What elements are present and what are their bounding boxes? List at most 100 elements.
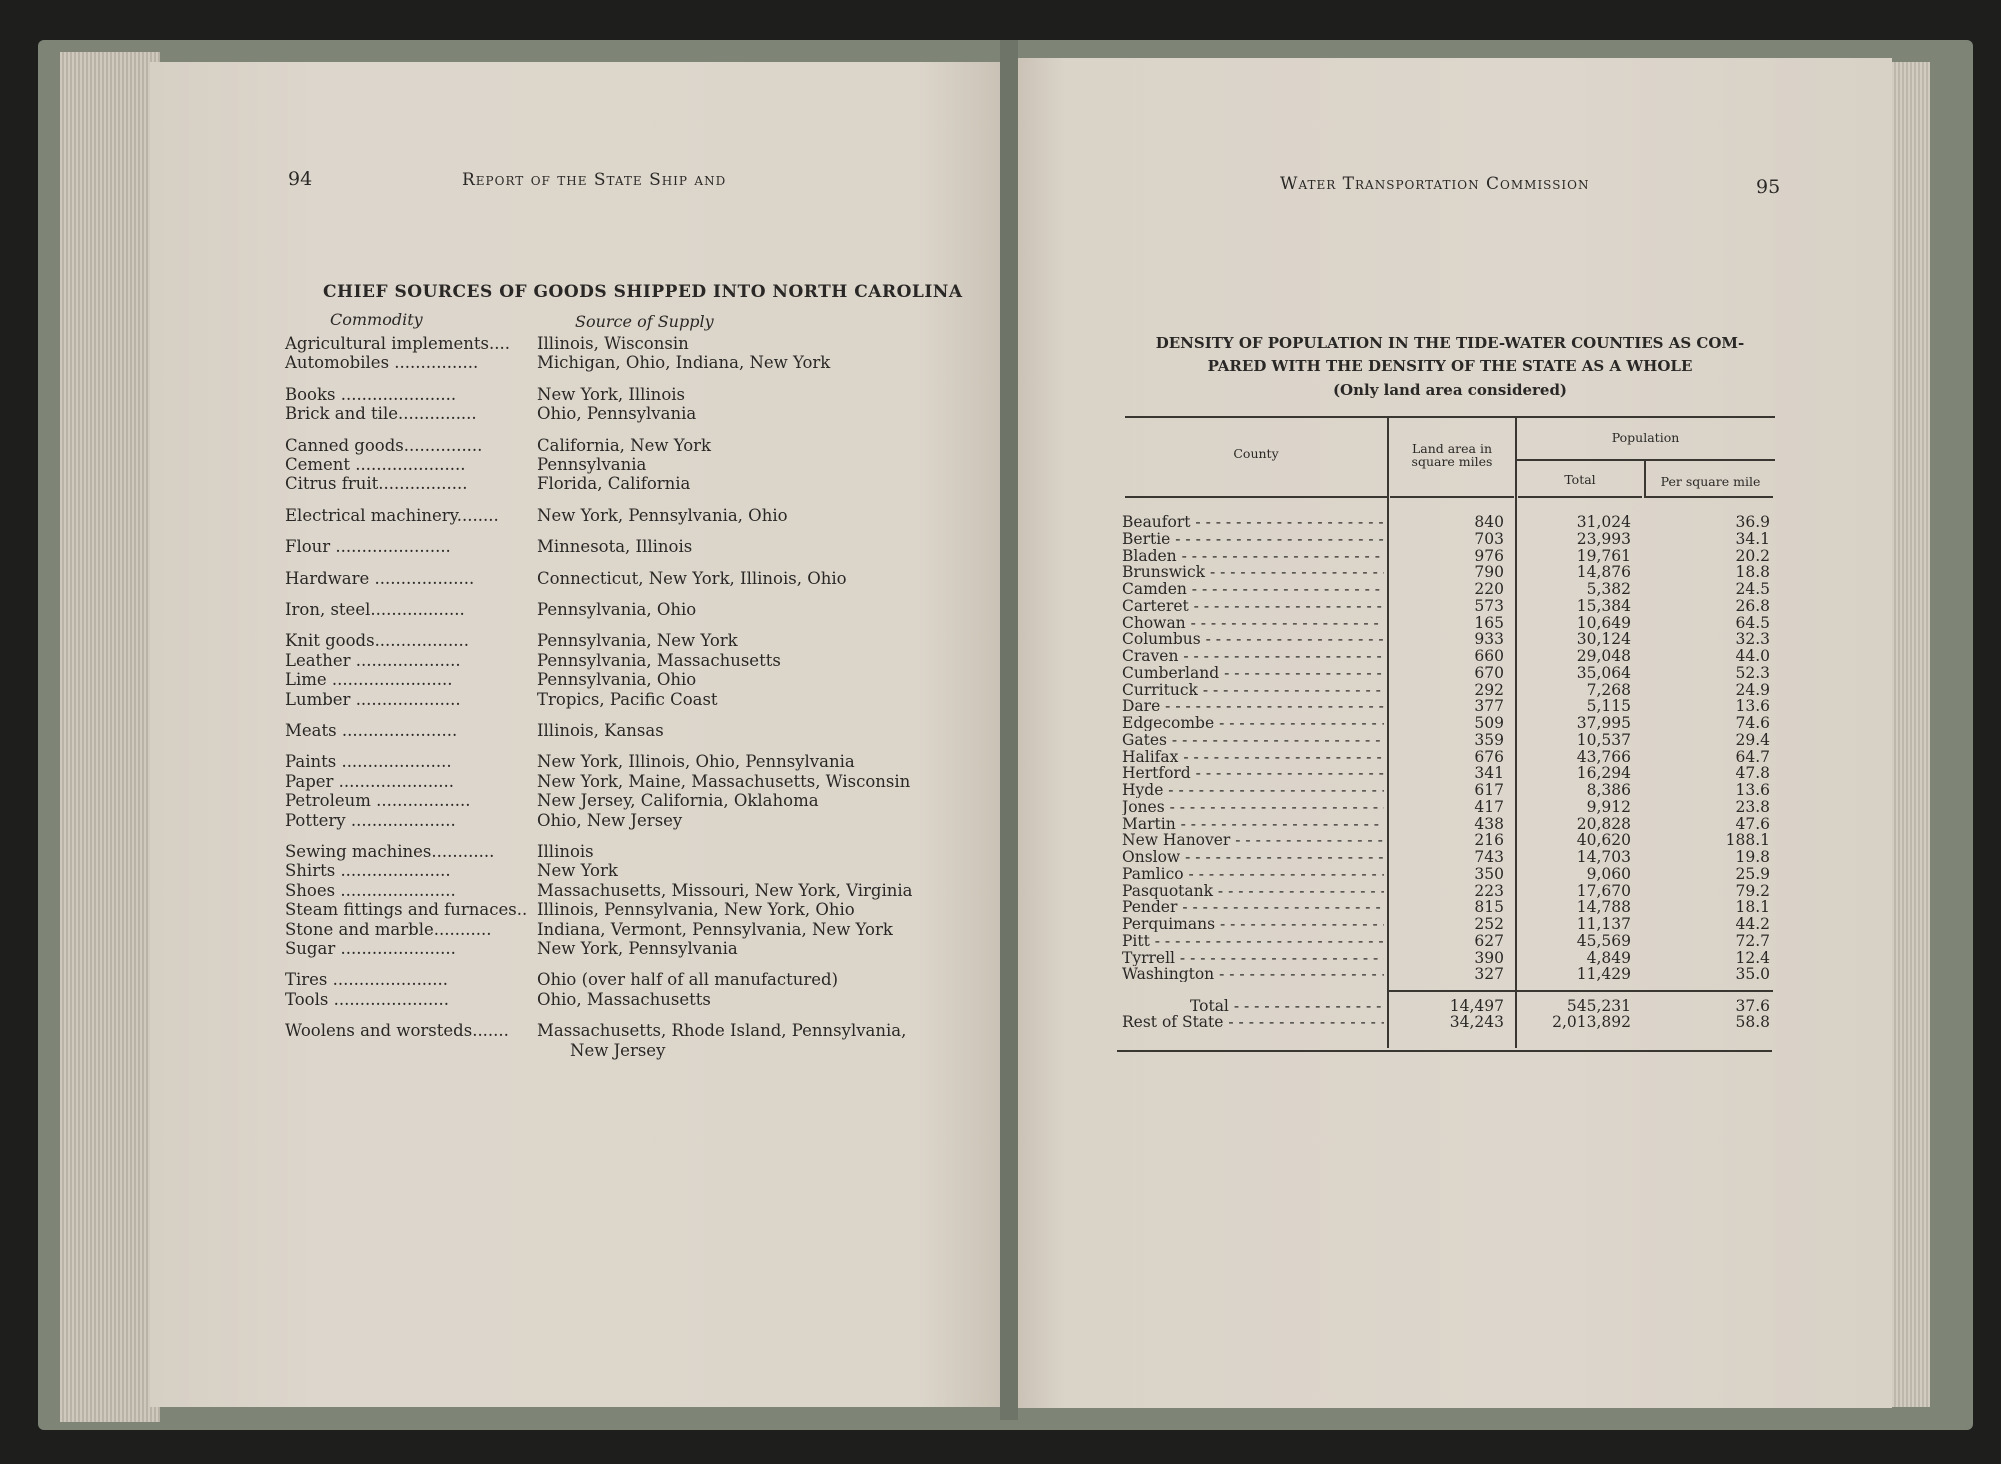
commodity-name: Petroleum ..................: [285, 791, 471, 811]
column-divider: [1387, 418, 1389, 1048]
source-of-supply: Illinois: [537, 842, 594, 861]
table-bottom-rule: [1117, 1050, 1772, 1052]
source-of-supply: Massachusetts, Rhode Island, Pennsylvani…: [537, 1021, 907, 1041]
county-name: Craven - - - - - - - - - - - - - - - - -…: [1122, 648, 1384, 664]
land-area-value: 359: [1474, 730, 1504, 749]
population-total-value: 14,703: [1576, 848, 1631, 866]
county-name: Bertie - - - - - - - - - - - - - - - - -…: [1122, 530, 1384, 547]
density-value: 19.8: [1735, 848, 1770, 866]
county-name: Total - - - - - - - - - - - - - - - - - …: [1190, 998, 1384, 1014]
left-page: [150, 62, 1005, 1407]
density-value: 58.8: [1735, 1013, 1770, 1031]
density-value: 44.0: [1735, 647, 1770, 665]
population-total-value: 8,386: [1586, 781, 1631, 799]
county-name: Jones - - - - - - - - - - - - - - - - - …: [1122, 798, 1384, 815]
running-head-right: Water Transportation Commission: [1280, 174, 1590, 194]
commodity-name: Agricultural implements....: [285, 334, 510, 353]
land-area-value: 252: [1474, 915, 1504, 933]
density-value: 37.6: [1735, 997, 1770, 1015]
land-area-value: 790: [1474, 563, 1504, 582]
commodity-name: Brick and tile...............: [285, 404, 477, 424]
land-area-value: 417: [1474, 797, 1504, 816]
source-of-supply: Ohio, Massachusetts: [537, 989, 711, 1009]
density-value: 24.9: [1735, 680, 1770, 699]
commodity-name: Sugar ......................: [285, 939, 456, 958]
density-value: 35.0: [1735, 965, 1770, 984]
source-of-supply: New York, Pennsylvania: [537, 939, 738, 958]
density-value: 52.3: [1735, 663, 1770, 682]
population-total-value: 20,828: [1576, 814, 1631, 833]
population-total-value: 9,060: [1586, 864, 1631, 883]
land-area-value: 627: [1474, 931, 1504, 950]
source-of-supply: Illinois, Kansas: [537, 721, 664, 740]
density-value: 72.7: [1735, 931, 1770, 950]
population-total-value: 17,670: [1576, 881, 1631, 900]
county-name: Halifax - - - - - - - - - - - - - - - - …: [1122, 748, 1384, 765]
source-of-supply: Illinois, Wisconsin: [537, 334, 689, 353]
population-total-value: 14,788: [1576, 898, 1631, 917]
source-of-supply: Ohio, Pennsylvania: [537, 404, 697, 424]
density-value: 36.9: [1735, 513, 1770, 531]
header-population: Population: [1611, 430, 1680, 445]
land-area-value: 341: [1474, 764, 1504, 783]
source-of-supply: Illinois, Pennsylvania, New York, Ohio: [537, 900, 855, 920]
column-header-commodity: Commodity: [330, 310, 423, 329]
source-of-supply: Massachusetts, Missouri, New York, Virgi…: [537, 880, 913, 900]
density-value: 74.6: [1735, 714, 1770, 732]
source-of-supply: Connecticut, New York, Illinois, Ohio: [537, 568, 847, 588]
land-area-value: 617: [1474, 781, 1504, 799]
commodity-name: Shirts .....................: [285, 861, 451, 881]
commodity-name: Sewing machines............: [285, 842, 495, 861]
density-value: 79.2: [1735, 881, 1770, 900]
county-name: Martin - - - - - - - - - - - - - - - - -…: [1122, 815, 1384, 832]
population-total-value: 2,013,892: [1552, 1013, 1631, 1031]
source-of-supply: New Jersey, California, Oklahoma: [537, 791, 819, 811]
county-name: Camden - - - - - - - - - - - - - - - - -…: [1122, 581, 1384, 597]
column-divider: [1644, 460, 1646, 498]
population-total-value: 5,115: [1586, 697, 1631, 716]
land-area-value: 14,497: [1449, 997, 1504, 1015]
density-value: 47.6: [1735, 814, 1770, 833]
table-title-left: CHIEF SOURCES OF GOODS SHIPPED INTO NORT…: [323, 282, 963, 302]
commodity-name: Lime .......................: [285, 670, 453, 690]
county-name: Edgecombe - - - - - - - - - - - - - - - …: [1122, 715, 1384, 731]
land-area-value: 815: [1474, 898, 1504, 917]
source-of-supply: Pennsylvania, New York: [537, 631, 738, 651]
land-area-value: 670: [1474, 663, 1504, 682]
column-header-source: Source of Supply: [575, 312, 714, 331]
county-name: Currituck - - - - - - - - - - - - - - - …: [1122, 681, 1384, 698]
total-rule: [1388, 990, 1773, 992]
commodity-name: Iron, steel..................: [285, 600, 465, 619]
source-of-supply: Pennsylvania, Ohio: [537, 670, 697, 690]
land-area-value: 676: [1474, 747, 1504, 766]
population-total-value: 23,993: [1576, 529, 1631, 548]
commodity-name: Shoes ......................: [285, 880, 456, 900]
county-name: Cumberland - - - - - - - - - - - - - - -…: [1122, 664, 1384, 681]
population-total-value: 545,231: [1566, 997, 1631, 1015]
county-name: Pamlico - - - - - - - - - - - - - - - - …: [1122, 865, 1384, 882]
source-of-supply: Ohio, New Jersey: [537, 810, 683, 830]
population-total-value: 31,024: [1576, 513, 1631, 531]
commodity-name: Lumber ....................: [285, 689, 461, 709]
right-page: [1012, 58, 1892, 1408]
land-area-value: 292: [1474, 680, 1504, 699]
commodity-name: Paper ......................: [285, 771, 455, 791]
county-name: Washington - - - - - - - - - - - - - - -…: [1122, 966, 1384, 983]
commodity-name: Citrus fruit.................: [285, 474, 468, 494]
density-value: 32.3: [1735, 630, 1770, 649]
population-total-value: 19,761: [1576, 546, 1631, 565]
density-value: 18.8: [1735, 563, 1770, 582]
county-name: Tyrrell - - - - - - - - - - - - - - - - …: [1122, 949, 1384, 966]
commodity-name: Meats ......................: [285, 721, 458, 740]
book-gutter: [1000, 40, 1018, 1420]
population-total-value: 11,429: [1576, 965, 1631, 984]
land-area-value: 509: [1474, 714, 1504, 732]
population-total-value: 4,849: [1586, 948, 1631, 967]
commodity-name: Hardware ...................: [285, 568, 475, 588]
header-per-square-mile: Per square mile: [1660, 474, 1761, 489]
commodity-name: Canned goods...............: [285, 435, 483, 455]
land-area-value: 743: [1474, 848, 1504, 866]
county-name: Carteret - - - - - - - - - - - - - - - -…: [1122, 597, 1384, 614]
commodity-name: Tires ......................: [285, 970, 449, 990]
commodity-name: Leather ....................: [285, 650, 461, 670]
